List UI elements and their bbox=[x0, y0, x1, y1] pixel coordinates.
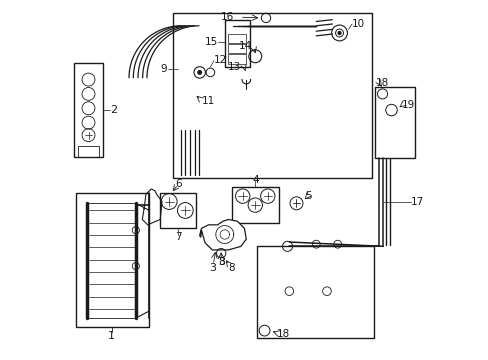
Text: 8: 8 bbox=[228, 263, 235, 273]
Text: 19: 19 bbox=[402, 100, 415, 110]
Text: 18: 18 bbox=[276, 329, 289, 339]
Bar bbox=[224, 21, 249, 67]
Bar bbox=[76, 193, 149, 327]
Text: 14: 14 bbox=[238, 41, 251, 50]
Bar bbox=[228, 34, 246, 43]
Bar bbox=[172, 13, 371, 178]
Text: 16: 16 bbox=[220, 12, 233, 22]
Text: 4: 4 bbox=[251, 175, 258, 185]
Circle shape bbox=[198, 71, 201, 74]
Text: 17: 17 bbox=[410, 197, 424, 207]
Circle shape bbox=[337, 32, 340, 35]
Bar bbox=[78, 146, 99, 157]
Text: 12: 12 bbox=[214, 55, 227, 65]
Bar bbox=[228, 54, 246, 64]
Polygon shape bbox=[199, 220, 246, 250]
Bar bbox=[257, 246, 373, 338]
Text: 13: 13 bbox=[227, 62, 241, 72]
Text: 18: 18 bbox=[375, 78, 388, 88]
Bar bbox=[160, 193, 196, 228]
Text: 7: 7 bbox=[175, 232, 181, 242]
Text: 8: 8 bbox=[218, 257, 224, 267]
Text: 2: 2 bbox=[110, 105, 117, 115]
Bar bbox=[74, 63, 102, 157]
Bar bbox=[228, 44, 246, 53]
Bar bbox=[375, 87, 414, 158]
Text: 15: 15 bbox=[204, 37, 217, 47]
Text: 5: 5 bbox=[305, 191, 311, 201]
Bar bbox=[231, 187, 278, 223]
Text: 11: 11 bbox=[201, 96, 214, 106]
Text: 1: 1 bbox=[108, 331, 115, 341]
Text: 3: 3 bbox=[208, 263, 215, 273]
Text: 3: 3 bbox=[217, 257, 224, 267]
Bar bbox=[87, 203, 136, 318]
Text: 9: 9 bbox=[161, 64, 167, 74]
Text: 6: 6 bbox=[175, 179, 181, 189]
Text: 10: 10 bbox=[351, 19, 365, 29]
